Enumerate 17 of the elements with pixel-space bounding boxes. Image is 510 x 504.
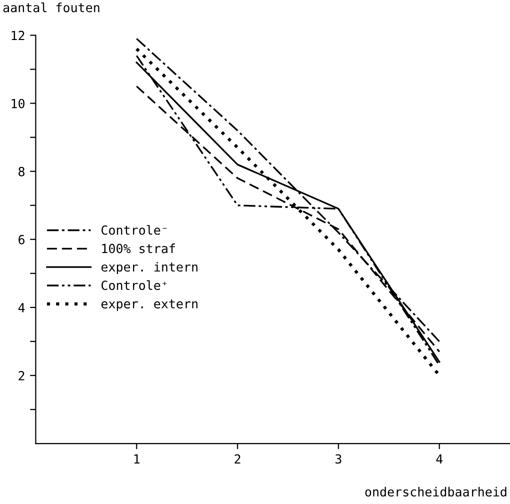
y-tick-label: 4 [18, 303, 25, 312]
x-tick-label: 1 [134, 454, 140, 464]
y-tick-label: 2 [18, 370, 24, 380]
y-tick-label: 10 [12, 98, 24, 108]
legend-label: Controle⁻ [102, 225, 167, 235]
x-tick-label: 2 [234, 454, 240, 464]
y-tick-label: 6 [18, 234, 24, 244]
legend-label: exper. intern [101, 262, 198, 274]
y-tick-label: 12 [12, 30, 24, 40]
y-axis-title: aantal fouten [3, 2, 100, 12]
x-tick-label: 4 [436, 454, 443, 464]
legend-label: Controle⁺ [102, 280, 167, 290]
x-tick-label: 3 [336, 454, 342, 464]
x-axis-title: onderscheidbaarheid [365, 486, 506, 497]
y-tick-label: 8 [18, 166, 24, 176]
legend-label: exper. extern [101, 300, 198, 311]
legend-label: 100% straf [102, 244, 175, 254]
